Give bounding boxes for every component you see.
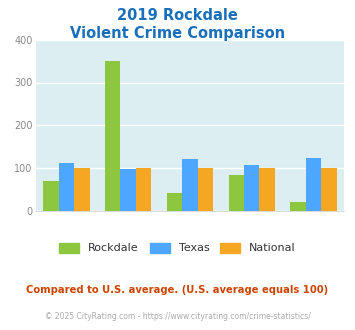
Legend: Rockdale, Texas, National: Rockdale, Texas, National xyxy=(59,243,296,253)
Bar xyxy=(74,168,89,211)
Bar xyxy=(59,163,74,211)
Bar xyxy=(260,168,275,211)
Bar xyxy=(105,61,120,211)
Bar xyxy=(167,193,182,211)
Bar xyxy=(120,169,136,211)
Bar xyxy=(244,165,260,211)
Text: Compared to U.S. average. (U.S. average equals 100): Compared to U.S. average. (U.S. average … xyxy=(26,285,329,295)
Text: 2019 Rockdale: 2019 Rockdale xyxy=(117,8,238,23)
Bar xyxy=(229,175,244,211)
Text: Violent Crime Comparison: Violent Crime Comparison xyxy=(70,26,285,41)
Text: © 2025 CityRating.com - https://www.cityrating.com/crime-statistics/: © 2025 CityRating.com - https://www.city… xyxy=(45,312,310,321)
Bar xyxy=(321,168,337,211)
Bar xyxy=(182,159,198,211)
Bar xyxy=(306,158,321,211)
Bar xyxy=(198,168,213,211)
Bar xyxy=(136,168,151,211)
Bar xyxy=(290,202,306,211)
Bar xyxy=(43,181,59,211)
